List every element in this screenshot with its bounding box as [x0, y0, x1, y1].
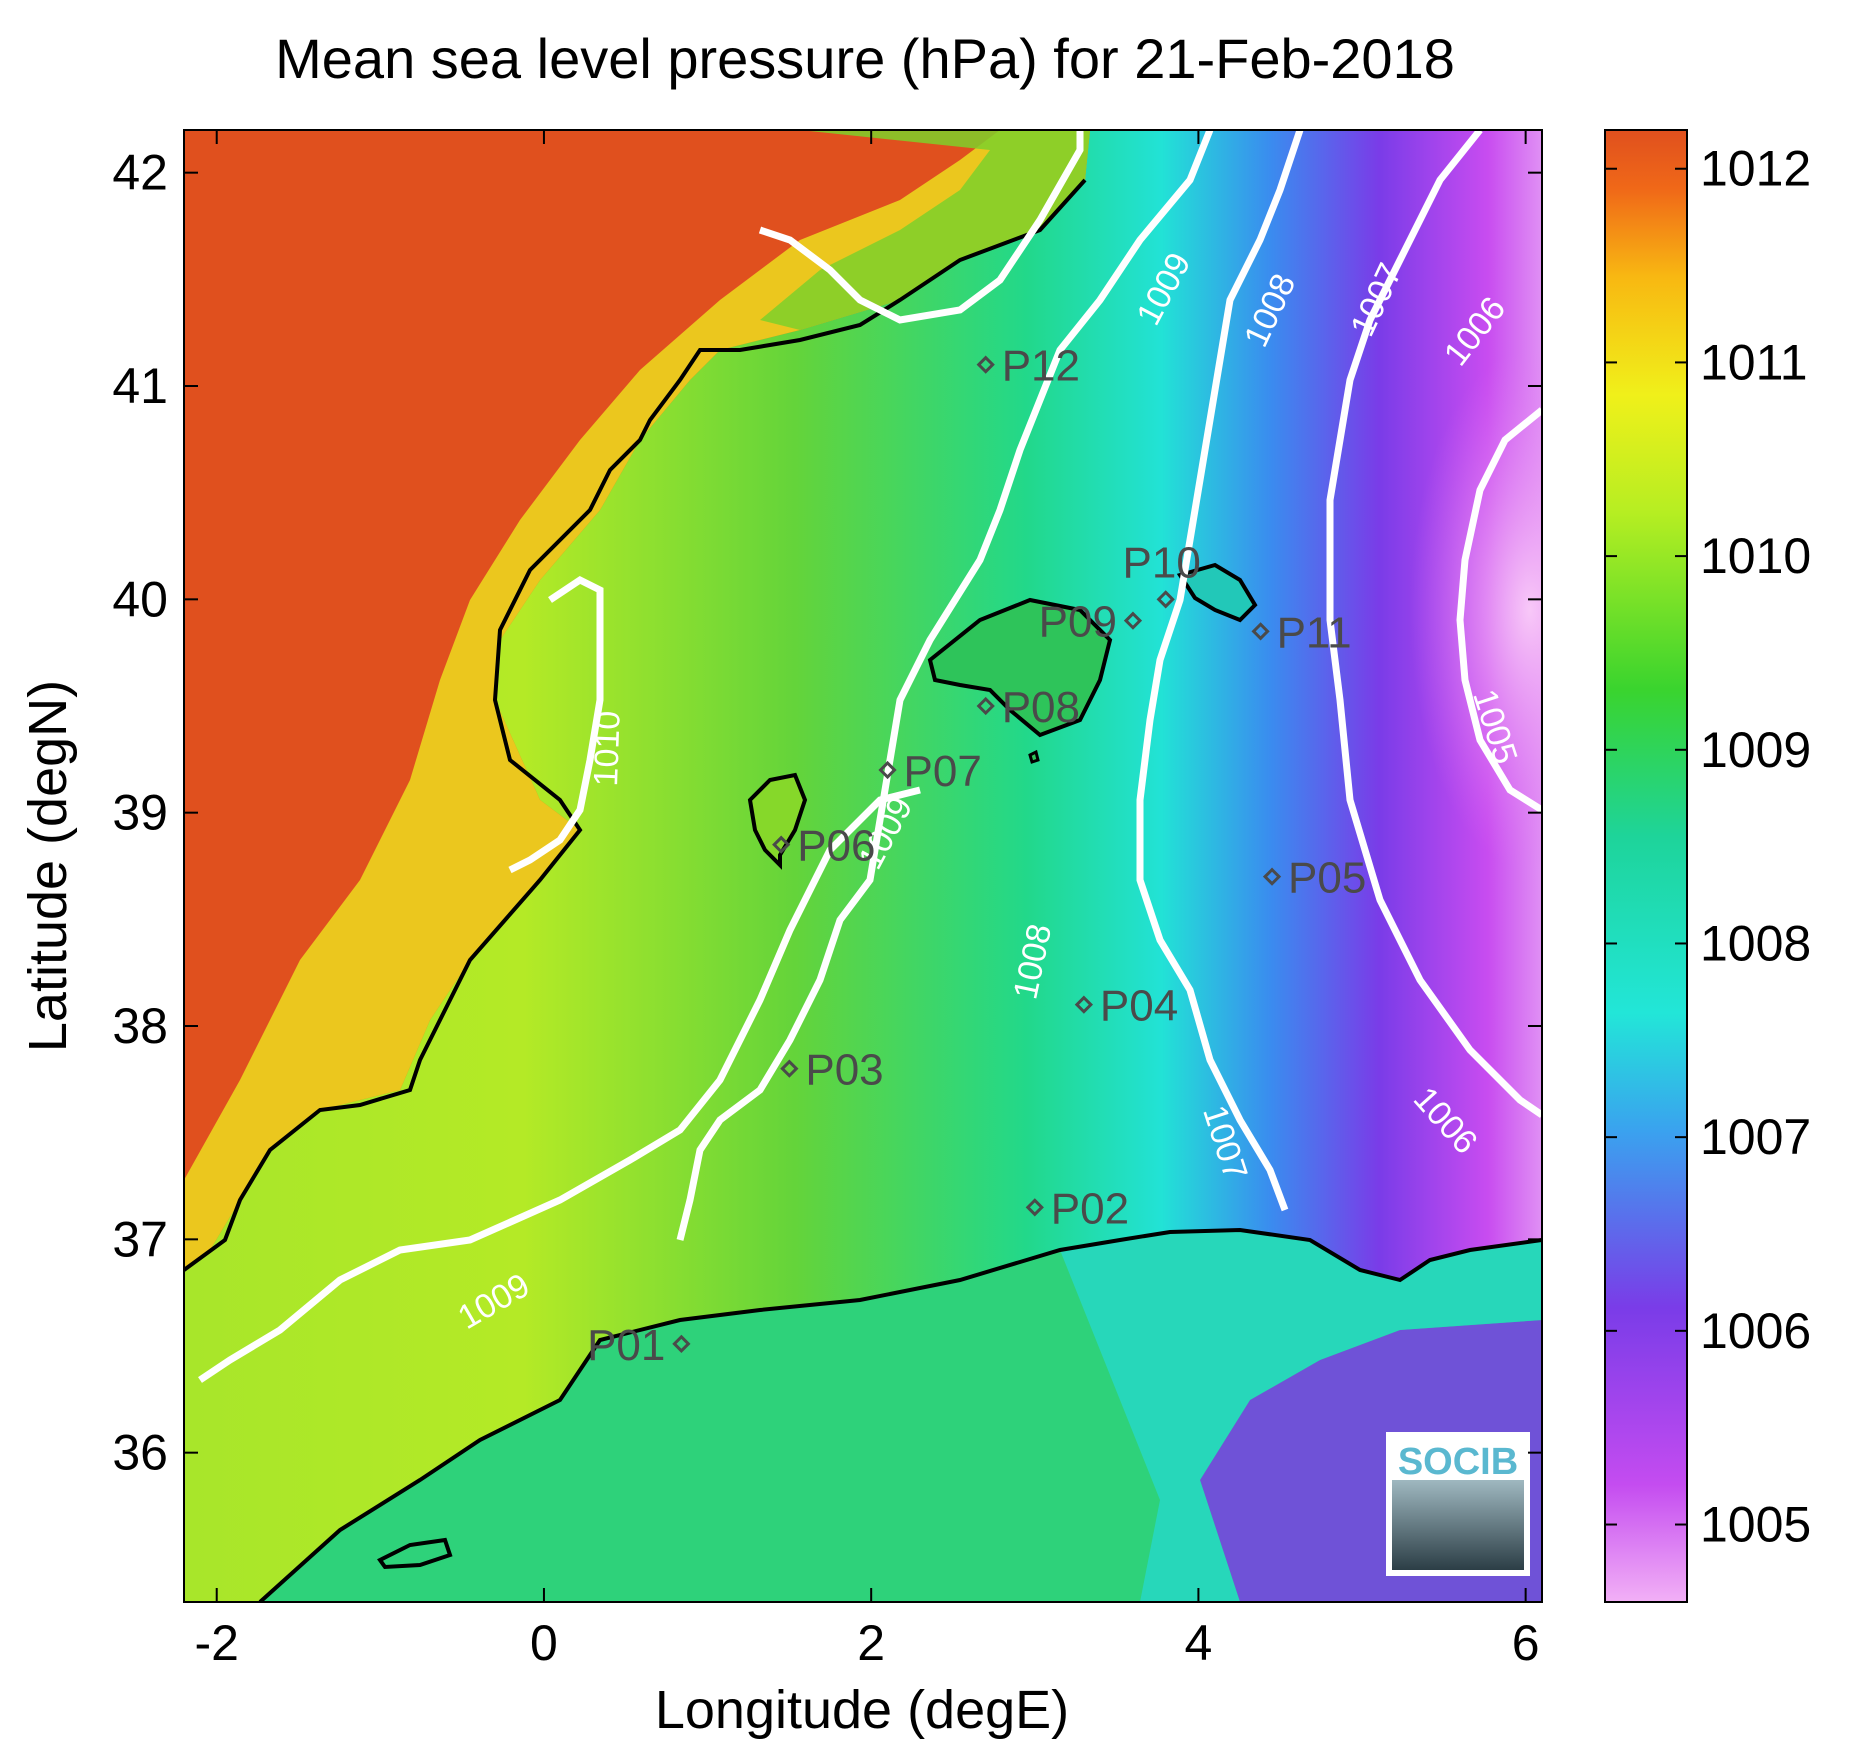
- colorbar-ticks: 1005 1006 1007 1008 1009 1010 1011 1012: [1605, 141, 1811, 1553]
- station-marker: [1262, 867, 1282, 886]
- y-tick-label: 37: [112, 1211, 168, 1267]
- colorbar-tick-label: 1005: [1700, 1497, 1811, 1553]
- socib-logo: SOCIB: [1386, 1432, 1530, 1576]
- station-label: P09: [1039, 598, 1117, 647]
- station-p06[interactable]: P06: [772, 822, 875, 871]
- station-p04[interactable]: P04: [1074, 982, 1178, 1031]
- station-label: P04: [1100, 982, 1178, 1031]
- station-marker: [1123, 611, 1143, 630]
- x-axis-label: Longitude (degE): [655, 1680, 1069, 1740]
- land-iberia-coastband: [184, 130, 1090, 1270]
- station-p12[interactable]: P12: [976, 342, 1080, 391]
- x-tick-label: 4: [1185, 1615, 1213, 1671]
- station-marker: [878, 760, 897, 780]
- x-tick-label: 0: [530, 1615, 558, 1671]
- contour-1008: [676, 130, 1214, 1241]
- y-tick-label: 36: [112, 1425, 168, 1481]
- station-p03[interactable]: P03: [780, 1046, 884, 1095]
- station-p09[interactable]: P09: [1039, 598, 1143, 647]
- island-menorca: [1176, 562, 1258, 623]
- station-marker: [1025, 1198, 1044, 1217]
- map-frame: [183, 129, 1543, 1603]
- socib-logo-text: SOCIB: [1398, 1441, 1518, 1483]
- coastline-alboran-island: [377, 1537, 453, 1570]
- colorbar-tick-label: 1011: [1700, 334, 1808, 390]
- contour-label: 1010: [587, 710, 628, 787]
- station-label: P08: [1002, 683, 1080, 732]
- y-tick-label: 38: [112, 998, 168, 1054]
- island-mallorca: [927, 597, 1113, 738]
- station-label: P11: [1277, 608, 1352, 657]
- station-label: P06: [797, 822, 875, 871]
- station-label: P01: [587, 1321, 665, 1370]
- station-label: P02: [1051, 1184, 1129, 1233]
- contour-1010: [508, 575, 604, 874]
- colorbar: 1005 1006 1007 1008 1009 1010 1011 1012: [1604, 129, 1811, 1603]
- colorbar-tick-label: 1007: [1700, 1109, 1811, 1165]
- chart-title: Mean sea level pressure (hPa) for 21-Feb…: [275, 27, 1455, 90]
- y-axis: 36 37 38 39 40 41 42: [112, 145, 1542, 1481]
- colorbar-tick-label: 1008: [1700, 915, 1811, 971]
- pressure-contours: [198, 130, 1542, 1383]
- contour-1005: [1456, 407, 1542, 813]
- coastline-iberia: [184, 178, 1087, 1272]
- coastline-north-africa: [258, 1227, 1542, 1602]
- colorbar-tick-label: 1012: [1700, 141, 1811, 197]
- station-p11[interactable]: P11: [1251, 608, 1352, 657]
- y-axis-label: Latitude (degN): [18, 680, 78, 1052]
- station-marker: [672, 1334, 691, 1353]
- station-p05[interactable]: P05: [1262, 854, 1366, 903]
- x-axis: -2 0 2 4 6: [194, 130, 1540, 1671]
- station-label: P10: [1123, 538, 1201, 587]
- contour-1009-main: [198, 786, 921, 1383]
- station-marker: [976, 355, 995, 374]
- y-tick-label: 39: [112, 785, 168, 841]
- low-pressure-core: [1410, 350, 1542, 870]
- station-marker: [1156, 590, 1175, 609]
- station-p02[interactable]: P02: [1025, 1184, 1129, 1233]
- station-marker: [1074, 995, 1094, 1014]
- station-marker: [772, 835, 791, 854]
- station-marker: [780, 1059, 799, 1078]
- y-tick-label: 42: [112, 145, 168, 201]
- colorbar-gradient: [1604, 129, 1688, 1603]
- x-tick-label: 6: [1512, 1615, 1540, 1671]
- x-tick-label: -2: [194, 1615, 238, 1671]
- station-p07[interactable]: P07: [878, 747, 982, 796]
- x-tick-label: 2: [857, 1615, 885, 1671]
- colorbar-tick-label: 1010: [1700, 528, 1811, 584]
- station-label: P05: [1288, 854, 1366, 903]
- y-tick-label: 41: [112, 358, 168, 414]
- station-marker: [976, 696, 995, 716]
- station-label: P07: [904, 747, 982, 796]
- station-p08[interactable]: P08: [976, 683, 1080, 732]
- y-tick-label: 40: [112, 571, 168, 627]
- island-cabrera: [1028, 749, 1040, 764]
- colorbar-tick-label: 1006: [1700, 1303, 1811, 1359]
- station-p01[interactable]: P01: [587, 1321, 691, 1370]
- station-p10[interactable]: P10: [1123, 538, 1201, 609]
- colorbar-tick-label: 1009: [1700, 722, 1811, 778]
- contour-1006: [1326, 130, 1542, 1118]
- station-marker: [1251, 622, 1270, 641]
- land-north-africa-mid: [1060, 1230, 1542, 1602]
- station-label: P12: [1002, 342, 1080, 391]
- station-label: P03: [805, 1046, 883, 1095]
- contour-1007: [1136, 130, 1304, 1212]
- contour-1009-north: [758, 130, 1084, 324]
